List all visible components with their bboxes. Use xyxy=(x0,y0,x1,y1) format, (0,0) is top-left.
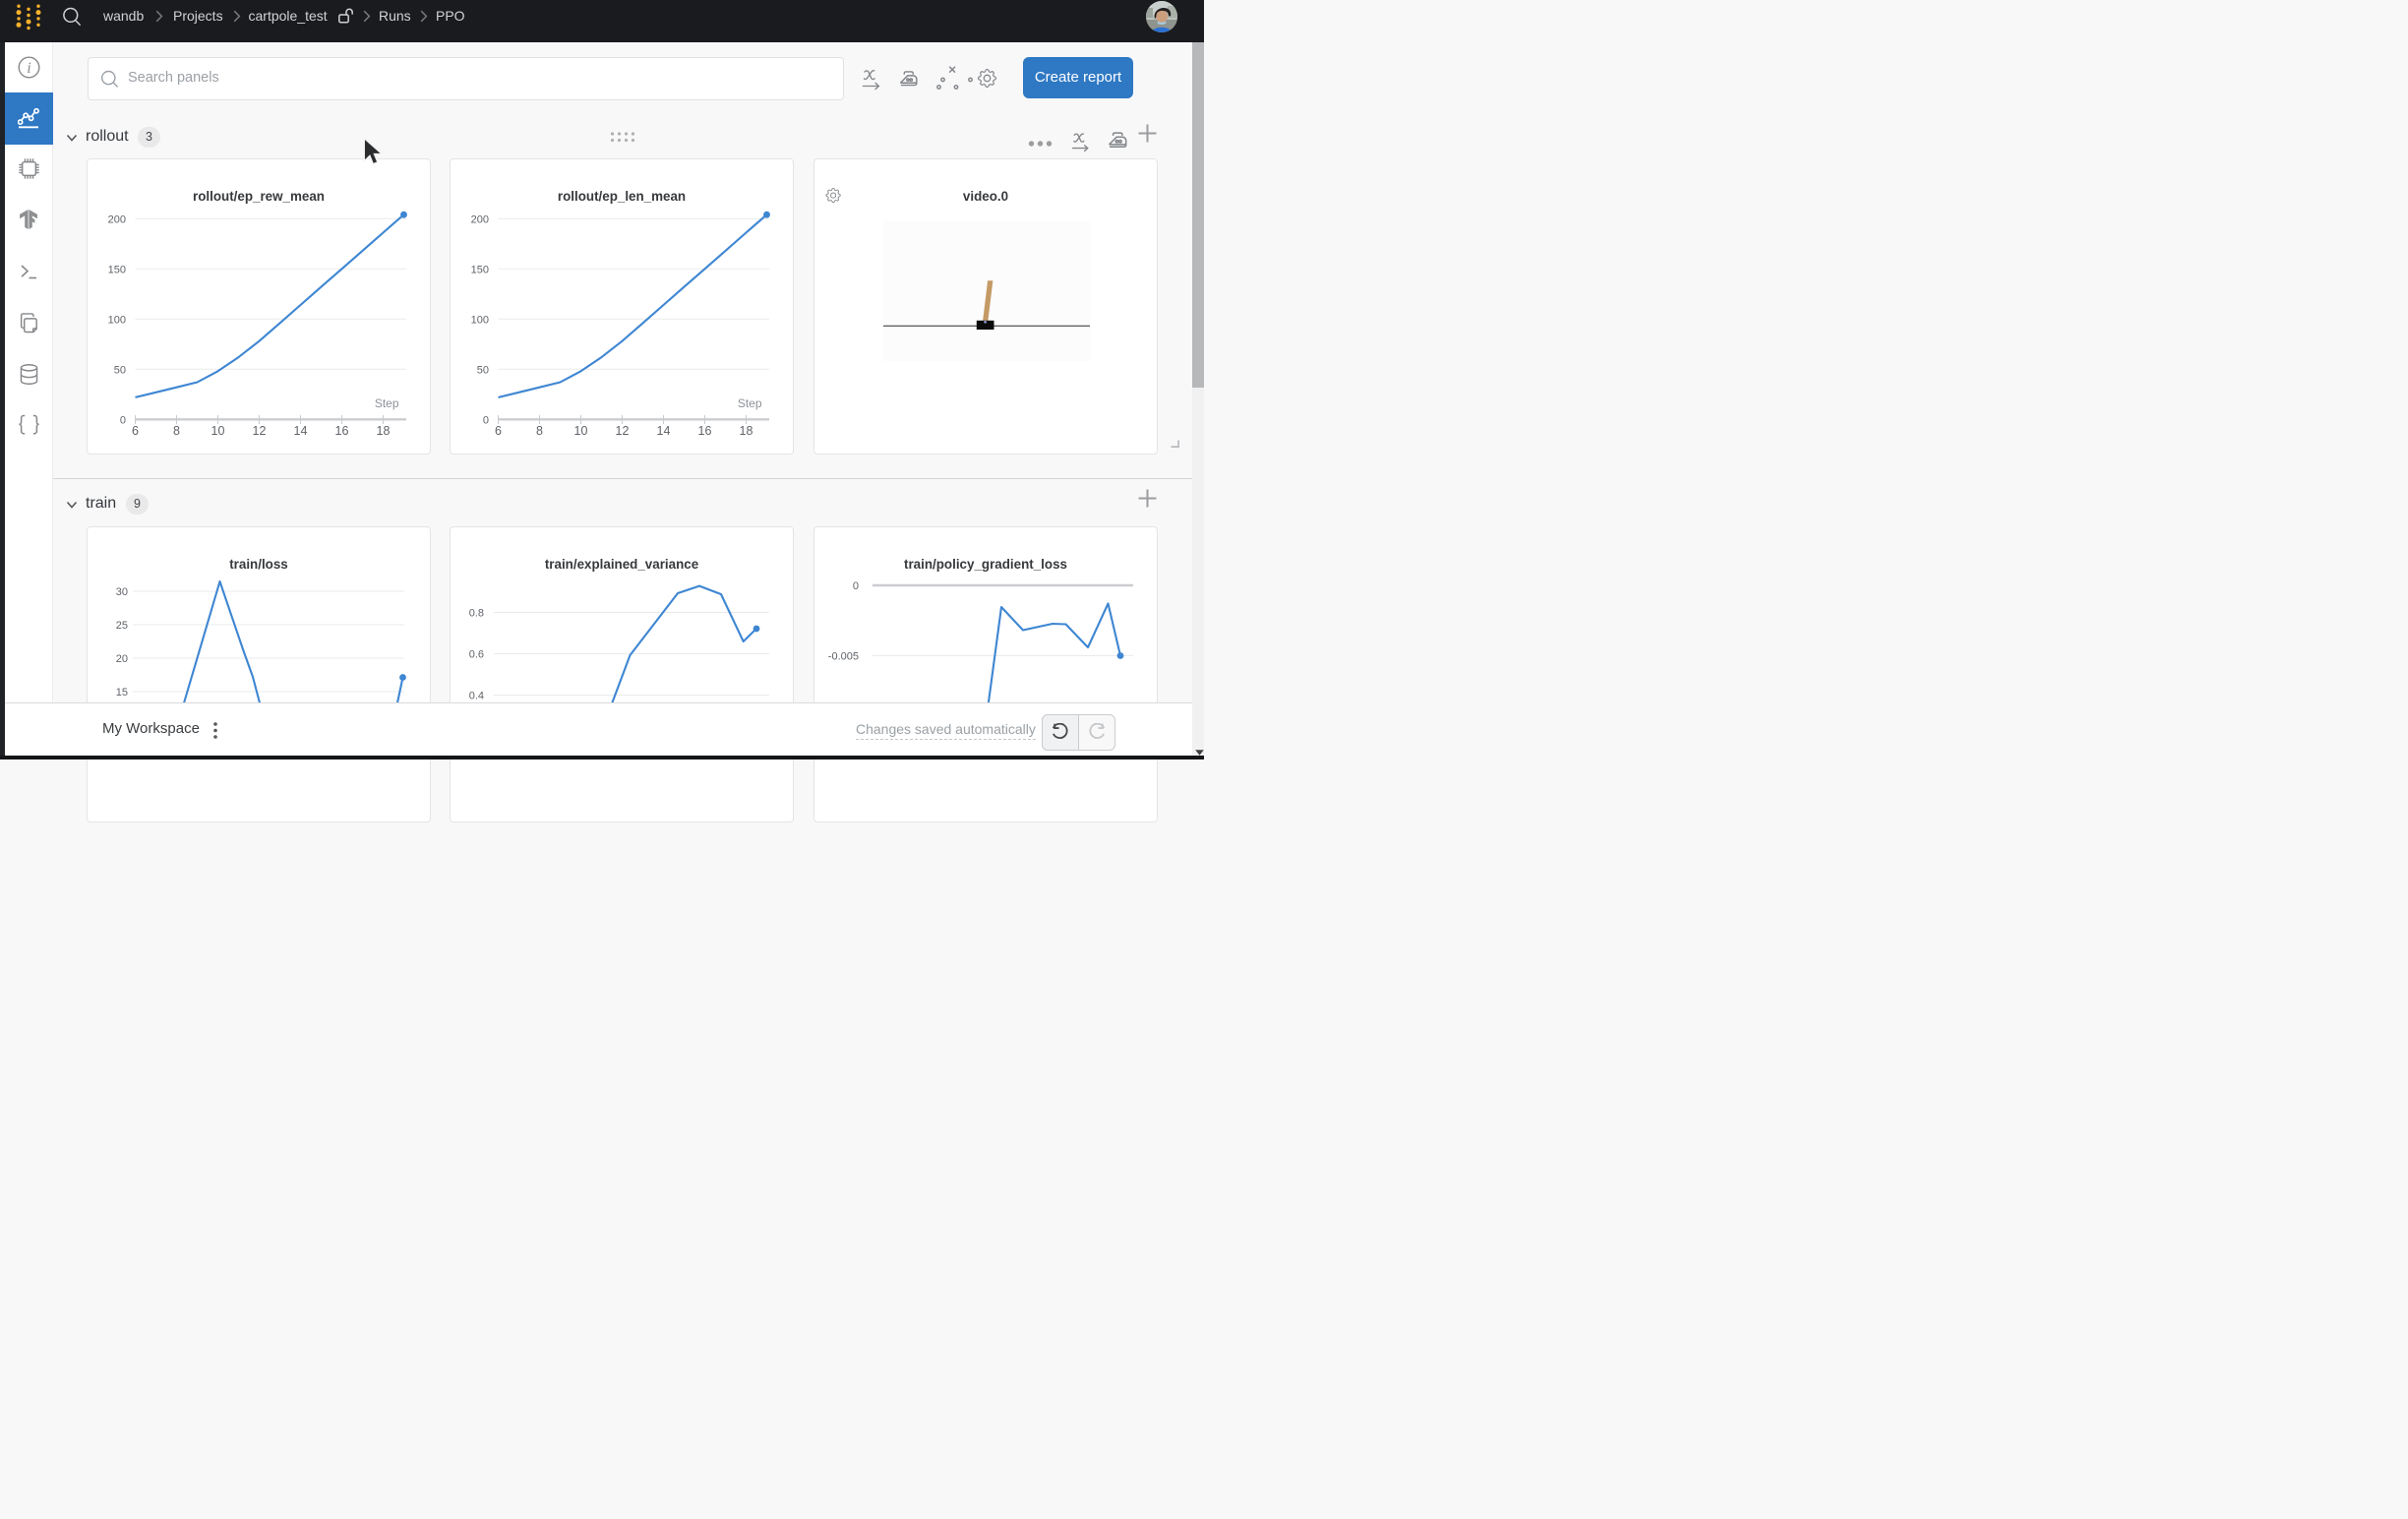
svg-text:Step: Step xyxy=(738,396,762,410)
svg-text:12: 12 xyxy=(616,424,630,438)
svg-text:15: 15 xyxy=(115,687,127,699)
svg-text:30: 30 xyxy=(115,586,127,598)
svg-text:14: 14 xyxy=(293,424,307,438)
svg-text:12: 12 xyxy=(252,424,266,438)
svg-text:16: 16 xyxy=(698,424,712,438)
svg-text:50: 50 xyxy=(477,364,489,376)
svg-text:rollout/ep_len_mean: rollout/ep_len_mean xyxy=(558,189,686,204)
svg-text:0: 0 xyxy=(852,580,858,592)
svg-text:0: 0 xyxy=(119,414,125,426)
svg-text:8: 8 xyxy=(173,424,180,438)
svg-text:0: 0 xyxy=(483,414,489,426)
svg-text:0.4: 0.4 xyxy=(469,691,484,702)
svg-text:6: 6 xyxy=(132,424,139,438)
svg-text:25: 25 xyxy=(115,620,127,632)
svg-text:0.6: 0.6 xyxy=(469,649,484,661)
svg-text:150: 150 xyxy=(107,264,125,275)
svg-text:i: i xyxy=(27,60,30,77)
svg-text:8: 8 xyxy=(536,424,543,438)
svg-text:100: 100 xyxy=(471,314,489,326)
svg-text:6: 6 xyxy=(495,424,502,438)
svg-text:20: 20 xyxy=(115,653,127,665)
svg-text:200: 200 xyxy=(107,213,125,225)
svg-text:Step: Step xyxy=(374,396,398,410)
svg-text:10: 10 xyxy=(211,424,224,438)
svg-text:video.0: video.0 xyxy=(962,189,1007,204)
svg-text:train/explained_variance: train/explained_variance xyxy=(545,557,698,572)
svg-text:18: 18 xyxy=(740,424,753,438)
svg-text:200: 200 xyxy=(471,213,489,225)
svg-text:50: 50 xyxy=(113,364,125,376)
svg-text:10: 10 xyxy=(574,424,588,438)
svg-text:150: 150 xyxy=(471,264,489,275)
svg-text:16: 16 xyxy=(334,424,348,438)
svg-text:train/policy_gradient_loss: train/policy_gradient_loss xyxy=(904,557,1067,572)
svg-text:rollout/ep_rew_mean: rollout/ep_rew_mean xyxy=(193,189,325,204)
svg-text:train/loss: train/loss xyxy=(229,557,288,572)
svg-text:100: 100 xyxy=(107,314,125,326)
svg-text:-0.005: -0.005 xyxy=(827,651,858,663)
svg-text:0.8: 0.8 xyxy=(469,608,484,620)
svg-text:18: 18 xyxy=(376,424,390,438)
svg-text:14: 14 xyxy=(657,424,671,438)
